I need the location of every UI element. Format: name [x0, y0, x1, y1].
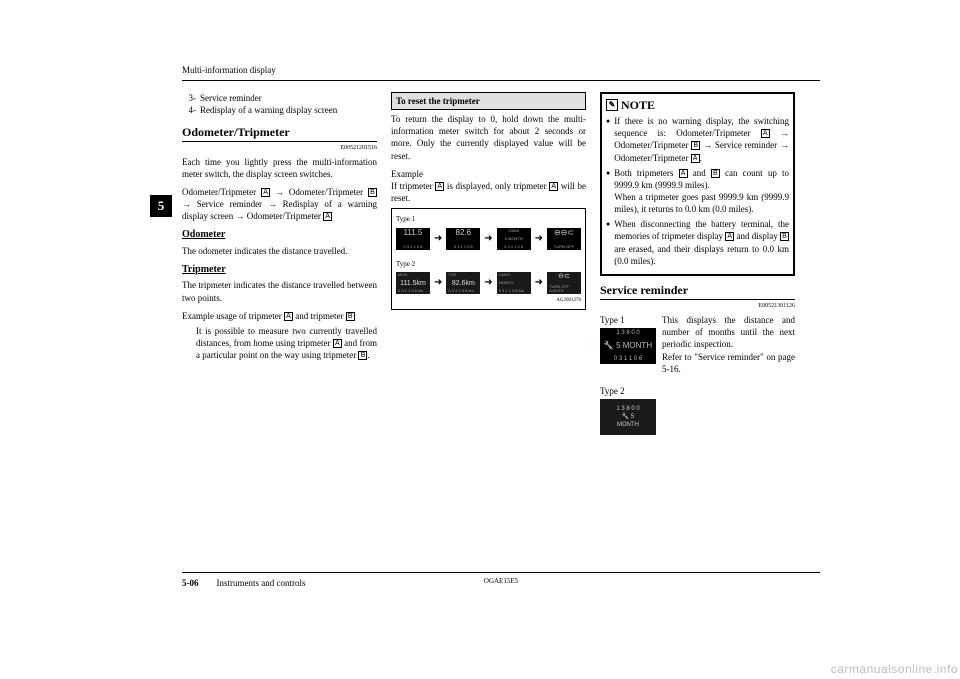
- bullet-item: If there is no warning display, the swit…: [606, 115, 789, 164]
- box-heading-reset-tripmeter: To reset the tripmeter: [391, 92, 586, 110]
- arrow-right-icon: ➜: [484, 232, 492, 246]
- letter-a-icon: A: [333, 339, 342, 348]
- item-text: Service reminder: [200, 92, 262, 104]
- footer-left: 5-06 Instruments and controls: [182, 577, 306, 589]
- lcd-row-type2: MON 111.5km 0 3 1 1 0 6 km ➜ TUE 82.6km …: [396, 272, 581, 294]
- entry-id: E00521301126: [600, 302, 795, 310]
- paragraph: The odometer indicates the distance trav…: [182, 245, 377, 257]
- letter-b-icon: B: [711, 169, 720, 178]
- figure-id: AG2001270: [396, 298, 581, 305]
- header-rule: [182, 80, 820, 81]
- lcd-screen: MON 111.5km 0 3 1 1 0 6 km: [396, 272, 430, 294]
- entry-id: E00521201516: [182, 144, 377, 152]
- bullet-item: When disconnecting the battery terminal,…: [606, 218, 789, 267]
- page-footer: 5-06 Instruments and controls OGAE15E5: [182, 572, 820, 589]
- heading-service-reminder: Service reminder: [600, 282, 795, 300]
- letter-b-icon: B: [691, 141, 700, 150]
- heading-tripmeter: Tripmeter: [182, 263, 377, 277]
- item-number: 3-: [182, 92, 196, 104]
- lcd-row-type1: 111.5 0 3 1 1 0 6 ➜ 82.6 0 3 1 1 0 6 ➜ 1…: [396, 228, 581, 250]
- note-box: ✎ NOTE If there is no warning display, t…: [600, 92, 795, 276]
- list-item: 3- Service reminder: [182, 92, 377, 104]
- service-type1-block: Type 1 1 3 8 0 0 🔧 5 MONTH 0 3 1 1 0 6: [600, 314, 656, 375]
- note-title: NOTE: [621, 97, 655, 113]
- lcd-screen: TUE 82.6km 0 3 1 1 0 6 km: [446, 272, 480, 294]
- note-bullets: If there is no warning display, the swit…: [606, 115, 789, 267]
- arrow-right-icon: ➜: [535, 232, 543, 246]
- lcd-screen: 82.6 0 3 1 1 0 6: [446, 228, 480, 250]
- bullet-item: Both tripmeters A and B can count up to …: [606, 167, 789, 216]
- service-type2-block: Type 2 1 3 8 0 0 🔧 5 MONTH: [600, 385, 795, 435]
- item-text: Redisplay of a warning display screen: [200, 104, 337, 116]
- paragraph-indented: It is possible to measure two currently …: [196, 325, 377, 361]
- letter-a-icon: A: [284, 312, 293, 321]
- running-head: Multi-information display: [182, 64, 276, 76]
- heading-odometer: Odometer: [182, 228, 377, 242]
- list-item: 4- Redisplay of a warning display screen: [182, 104, 377, 116]
- lcd-screen: 111.5 0 3 1 1 0 6: [396, 228, 430, 250]
- lcd-screen: 13800 5 MONTH 0 3 1 1 0 6: [497, 228, 531, 250]
- arrow-right-icon: ➜: [484, 276, 492, 290]
- lcd-screen: 13800 MONTH 0 3 1 1 0 6 km: [497, 272, 531, 294]
- manual-page: Multi-information display 5 3- Service r…: [0, 0, 960, 679]
- arrow-right-icon: ➜: [434, 276, 442, 290]
- letter-a-icon: A: [435, 182, 444, 191]
- column-1: 3- Service reminder 4- Redisplay of a wa…: [182, 92, 377, 435]
- letter-a-icon: A: [679, 169, 688, 178]
- figure-box: Type 1 111.5 0 3 1 1 0 6 ➜ 82.6 0 3 1 1 …: [391, 208, 586, 310]
- paragraph-example: Example usage of tripmeter A and tripmet…: [182, 310, 377, 322]
- numbered-list: 3- Service reminder 4- Redisplay of a wa…: [182, 92, 377, 116]
- letter-a-icon: A: [549, 182, 558, 191]
- service-text: This displays the distance and number of…: [662, 314, 795, 375]
- service-row-1: Type 1 1 3 8 0 0 🔧 5 MONTH 0 3 1 1 0 6 T…: [600, 314, 795, 375]
- letter-b-icon: B: [368, 188, 377, 197]
- content-columns: 3- Service reminder 4- Redisplay of a wa…: [182, 92, 820, 435]
- page-number: 5-06: [182, 577, 199, 589]
- section-name: Instruments and controls: [217, 577, 306, 589]
- lcd-screen: ⊖⊂ TURN OFF LIGHTS: [547, 272, 581, 294]
- watermark: carmanualsonline.info: [831, 661, 958, 677]
- figure-label-type2: Type 2: [396, 260, 581, 269]
- footer-code: OGAE15E5: [484, 577, 518, 586]
- paragraph-example: Example If tripmeter A is displayed, onl…: [391, 168, 586, 204]
- heading-odometer-tripmeter: Odometer/Tripmeter: [182, 124, 377, 142]
- lcd-screen: ⊖⊖⊂ TURN OFF: [547, 228, 581, 250]
- item-number: 4-: [182, 104, 196, 116]
- service-lcd-type1: 1 3 8 0 0 🔧 5 MONTH 0 3 1 1 0 6: [600, 328, 656, 364]
- letter-a-icon: A: [691, 154, 700, 163]
- letter-a-icon: A: [761, 129, 770, 138]
- letter-a-icon: A: [261, 188, 270, 197]
- chapter-tab: 5: [150, 195, 172, 217]
- paragraph: To return the display to 0, hold down th…: [391, 113, 586, 162]
- letter-a-icon: A: [323, 212, 332, 221]
- service-lcd-type2: 1 3 8 0 0 🔧 5 MONTH: [600, 399, 656, 435]
- paragraph: Each time you lightly press the multi-in…: [182, 156, 377, 180]
- letter-b-icon: B: [780, 232, 789, 241]
- arrow-right-icon: ➜: [535, 276, 543, 290]
- note-heading: ✎ NOTE: [606, 97, 789, 113]
- arrow-right-icon: ➜: [434, 232, 442, 246]
- note-icon: ✎: [606, 99, 618, 111]
- column-3: ✎ NOTE If there is no warning display, t…: [600, 92, 795, 435]
- type-label: Type 1: [600, 314, 656, 326]
- letter-b-icon: B: [346, 312, 355, 321]
- figure-label-type1: Type 1: [396, 215, 581, 224]
- type-label: Type 2: [600, 385, 795, 397]
- letter-a-icon: A: [725, 232, 734, 241]
- paragraph: The tripmeter indicates the distance tra…: [182, 279, 377, 303]
- paragraph-sequence: Odometer/Tripmeter A → Odometer/Tripmete…: [182, 186, 377, 222]
- column-2: To reset the tripmeter To return the dis…: [391, 92, 586, 435]
